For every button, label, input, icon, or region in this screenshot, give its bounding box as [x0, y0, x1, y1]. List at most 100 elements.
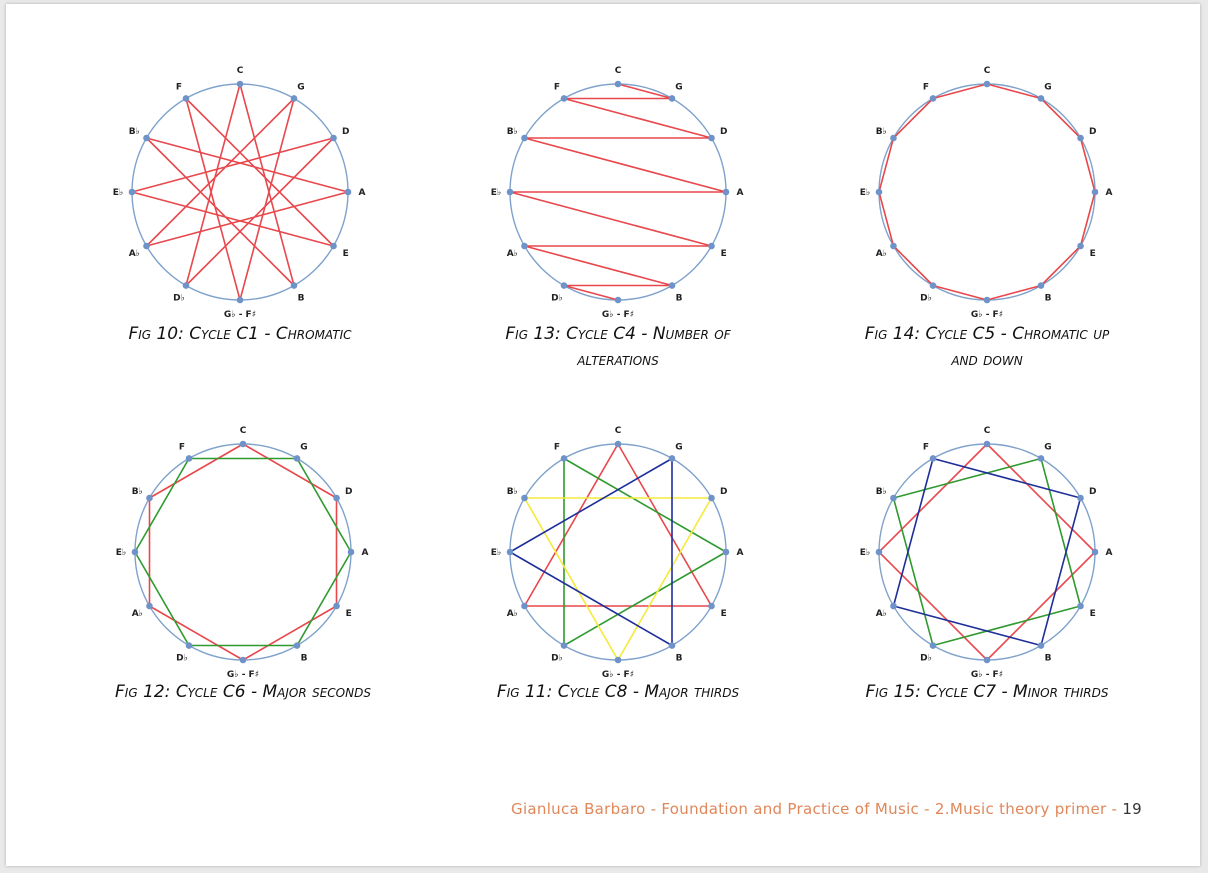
- note-label: A♭: [132, 609, 143, 619]
- cycle-diagram: C G D A E B G♭ - F♯ D♭ A♭ E♭ B♭ F: [860, 66, 1113, 320]
- note-label: E: [1090, 249, 1096, 259]
- note-label: D♭: [551, 294, 563, 304]
- note-label: E: [343, 249, 349, 259]
- footer-text: Gianluca Barbaro - Foundation and Practi…: [511, 800, 1123, 818]
- note-label: C: [984, 66, 991, 76]
- caption-line: Fig 12: Cycle C6 - Major seconds: [115, 682, 371, 702]
- note-node: [983, 440, 991, 448]
- note-label: D♭: [920, 294, 932, 304]
- note-label: F: [554, 82, 560, 92]
- note-label: A♭: [876, 249, 887, 259]
- note-label: E♭: [116, 548, 126, 558]
- note-node: [239, 440, 247, 448]
- cycle-circle: [878, 443, 1096, 661]
- note-label: C: [240, 426, 247, 436]
- note-label: C: [615, 426, 622, 436]
- note-node: [506, 548, 514, 556]
- note-label: F: [923, 442, 929, 452]
- note-label: D: [345, 487, 352, 497]
- note-node: [1077, 494, 1084, 502]
- note-label: E: [721, 609, 727, 619]
- caption-line: Fig 15: Cycle C7 - Minor thirds: [865, 682, 1109, 702]
- note-node: [929, 642, 937, 649]
- note-node: [1077, 602, 1084, 610]
- note-node: [929, 95, 937, 102]
- note-label: F: [179, 442, 185, 452]
- note-label: G♭ - F♯: [227, 670, 259, 680]
- cycle-diagram: C G D A E B G♭ - F♯ D♭ A♭ E♭ B♭ F: [113, 66, 366, 320]
- note-label: G♭ - F♯: [971, 670, 1003, 680]
- note-node: [890, 242, 897, 250]
- cycle-path-2: [563, 457, 727, 647]
- note-label: B: [301, 654, 308, 664]
- note-label: E♭: [113, 188, 123, 198]
- note-label: D♭: [173, 294, 185, 304]
- note-node: [983, 80, 991, 88]
- note-node: [290, 282, 298, 289]
- note-label: A: [737, 188, 744, 198]
- note-label: E: [1090, 609, 1096, 619]
- cycle-circle: [131, 83, 349, 301]
- note-label: D♭: [551, 654, 563, 664]
- note-node: [182, 95, 190, 102]
- note-label: F: [923, 82, 929, 92]
- note-node: [890, 134, 897, 142]
- note-node: [875, 188, 883, 196]
- figure-cycle-c8: C G D A E B G♭ - F♯ D♭ A♭ E♭ B♭ F Fig 11: Cycle C8 …: [480, 426, 756, 728]
- note-node: [185, 455, 193, 462]
- note-node: [1091, 188, 1099, 196]
- document-page: C G D A E B G♭ - F♯ D♭ A♭ E♭ B♭ F Fig 10: Cycle C1 …: [6, 4, 1200, 866]
- note-label: E♭: [491, 188, 501, 198]
- note-node: [668, 642, 676, 649]
- note-node: [521, 494, 528, 502]
- note-label: G: [297, 82, 304, 92]
- note-label: D: [1089, 487, 1096, 497]
- note-label: E: [346, 609, 352, 619]
- note-label: E♭: [860, 188, 870, 198]
- note-node: [333, 494, 340, 502]
- note-node: [239, 656, 247, 664]
- cycle-path-2: [892, 457, 1082, 647]
- caption-line: Fig 10: Cycle C1 - Chromatic: [128, 324, 352, 344]
- note-node: [1077, 242, 1084, 250]
- cycle-circle: [509, 443, 727, 661]
- note-node: [146, 494, 153, 502]
- note-node: [875, 548, 883, 556]
- note-label: A♭: [876, 609, 887, 619]
- note-node: [521, 134, 528, 142]
- figure-caption: Fig 14: Cycle C5 - Chromatic up and down: [829, 321, 1145, 373]
- note-label: B: [1045, 654, 1052, 664]
- cycle-diagram: C G D A E B G♭ - F♯ D♭ A♭ E♭ B♭ F: [491, 66, 744, 320]
- note-node: [143, 242, 150, 250]
- note-label: G♭ - F♯: [602, 670, 634, 680]
- note-node: [182, 282, 190, 289]
- note-label: E: [721, 249, 727, 259]
- cycle-circle: [878, 83, 1096, 301]
- note-node: [722, 548, 730, 556]
- note-node: [890, 494, 897, 502]
- note-node: [131, 548, 139, 556]
- note-label: B♭: [507, 487, 518, 497]
- note-label: B♭: [507, 127, 518, 137]
- note-label: G♭ - F♯: [602, 310, 634, 320]
- cycle-path-1: [148, 443, 338, 661]
- note-node: [560, 455, 568, 462]
- caption-line: Fig 14: Cycle C5 - Chromatic up: [864, 324, 1110, 344]
- note-label: B♭: [132, 487, 143, 497]
- cycle-path-3: [892, 457, 1082, 647]
- note-node: [293, 642, 301, 649]
- note-node: [614, 440, 622, 448]
- cycle-path-2: [134, 457, 352, 647]
- note-node: [521, 242, 528, 250]
- note-node: [333, 602, 340, 610]
- note-node: [1037, 642, 1045, 649]
- note-label: A: [737, 548, 744, 558]
- note-node: [929, 455, 937, 462]
- figure-caption: Fig 10: Cycle C1 - Chromatic: [82, 321, 398, 347]
- note-label: E♭: [491, 548, 501, 558]
- figure-caption: Fig 13: Cycle C4 - Number of alterations: [460, 321, 776, 373]
- note-label: A: [1106, 188, 1113, 198]
- cycle-path-1: [131, 83, 349, 301]
- note-node: [708, 242, 715, 250]
- caption-line: Fig 11: Cycle C8 - Major thirds: [496, 682, 740, 702]
